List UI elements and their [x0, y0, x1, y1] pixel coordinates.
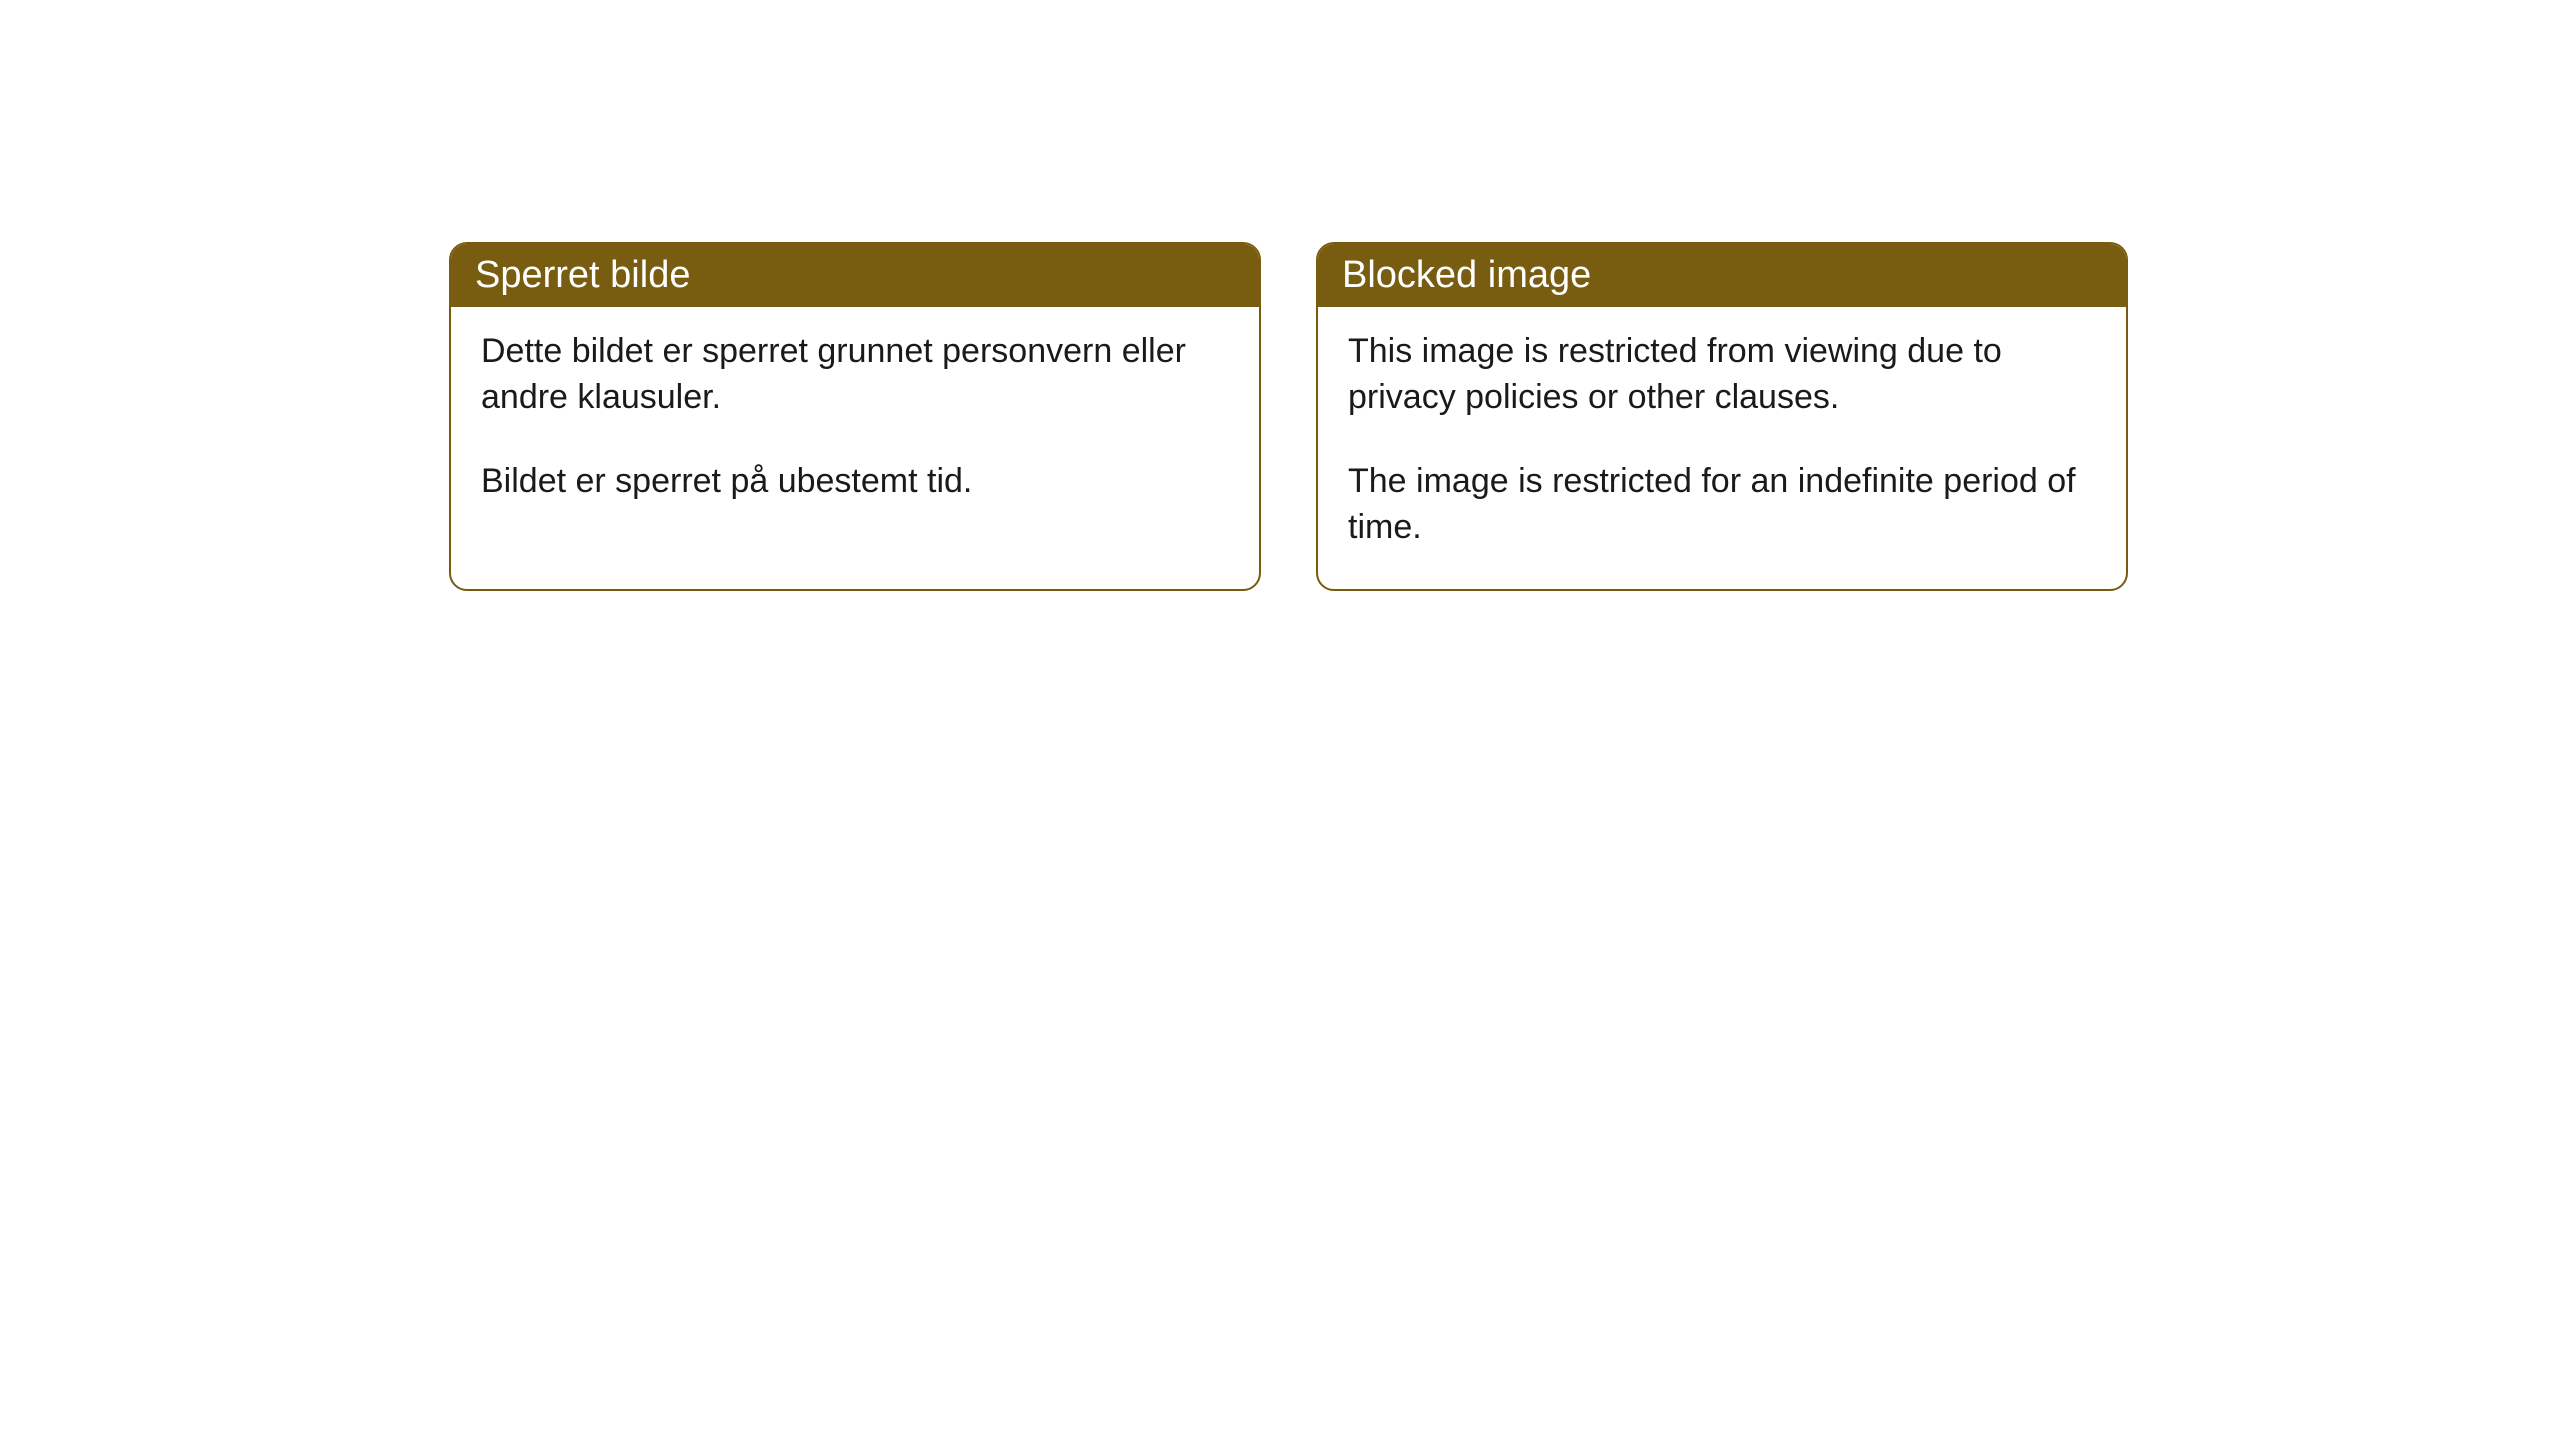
- card-text-en-2: The image is restricted for an indefinit…: [1348, 459, 2096, 551]
- card-body-no: Dette bildet er sperret grunnet personve…: [451, 307, 1259, 543]
- blocked-image-card-no: Sperret bilde Dette bildet er sperret gr…: [449, 242, 1261, 591]
- blocked-image-card-en: Blocked image This image is restricted f…: [1316, 242, 2128, 591]
- cards-container: Sperret bilde Dette bildet er sperret gr…: [449, 242, 2128, 591]
- card-text-no-2: Bildet er sperret på ubestemt tid.: [481, 459, 1229, 505]
- card-header-no: Sperret bilde: [451, 244, 1259, 307]
- card-body-en: This image is restricted from viewing du…: [1318, 307, 2126, 589]
- card-header-en: Blocked image: [1318, 244, 2126, 307]
- card-header-title-en: Blocked image: [1342, 254, 2102, 297]
- card-text-en-1: This image is restricted from viewing du…: [1348, 329, 2096, 421]
- card-header-title-no: Sperret bilde: [475, 254, 1235, 297]
- card-text-no-1: Dette bildet er sperret grunnet personve…: [481, 329, 1229, 421]
